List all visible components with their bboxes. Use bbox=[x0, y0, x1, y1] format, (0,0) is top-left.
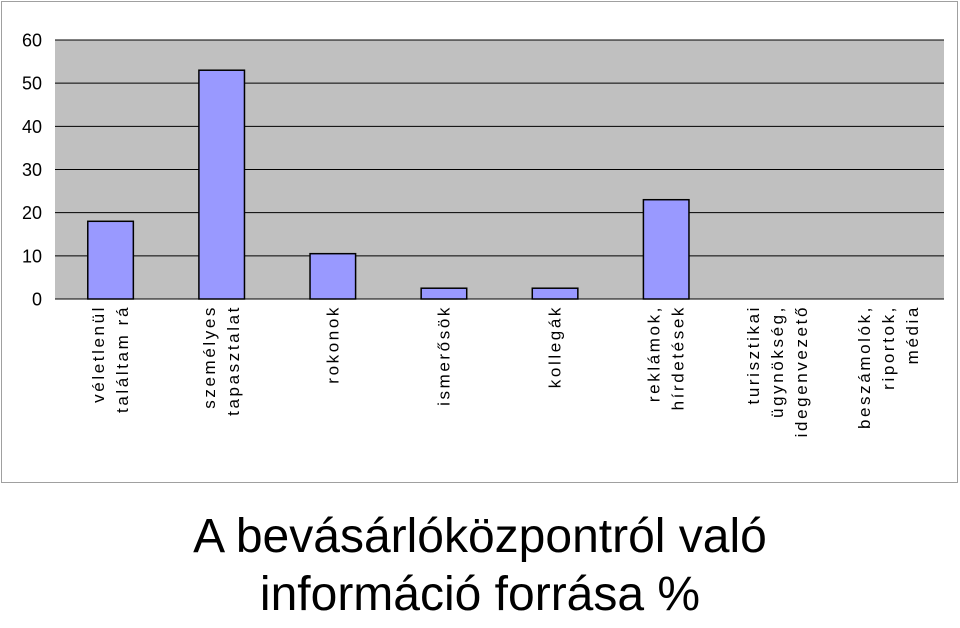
category-label-7: beszámolók, riportok, média bbox=[855, 305, 922, 429]
category-label-2: rokonok bbox=[323, 305, 342, 384]
chart-title-line-1: A bevásárlóközpontról való bbox=[193, 510, 767, 563]
x-axis-category-labels: véletlenül találtam rá személyes tapasztala… bbox=[89, 305, 922, 437]
category-label-line: rokonok bbox=[323, 305, 342, 384]
y-tick-label: 60 bbox=[22, 31, 42, 51]
bars bbox=[87, 69, 690, 300]
bar-chart: 0 10 20 30 40 50 60 véletlenül találtam rá szemé… bbox=[1, 1, 958, 483]
category-label-line: turisztikai bbox=[744, 305, 763, 404]
bar-0 bbox=[87, 220, 135, 300]
category-label-3: ismerősök bbox=[434, 305, 453, 406]
category-label-0: véletlenül találtam rá bbox=[89, 305, 132, 413]
category-label-line: ismerősök bbox=[434, 305, 453, 406]
bar-3 bbox=[420, 287, 468, 300]
category-label-line: reklámok, bbox=[645, 305, 664, 402]
bar-2 bbox=[309, 252, 357, 300]
category-label-line: idegenvezető bbox=[792, 305, 811, 437]
category-label-5: reklámok, hírdetések bbox=[645, 305, 688, 410]
y-tick-label: 0 bbox=[32, 290, 42, 310]
category-label-4: kollegák bbox=[546, 305, 565, 388]
chart-frame: 0 10 20 30 40 50 60 véletlenül találtam rá szemé… bbox=[1, 1, 958, 483]
y-tick-label: 10 bbox=[22, 246, 42, 266]
category-label-1: személyes tapasztalat bbox=[200, 305, 243, 416]
bar-1 bbox=[198, 69, 246, 300]
chart-title-line-2: információ forrása % bbox=[259, 568, 701, 621]
bar-5 bbox=[642, 198, 690, 300]
y-tick-label: 20 bbox=[22, 203, 42, 223]
category-label-line: beszámolók, bbox=[855, 305, 874, 429]
y-tick-label: 50 bbox=[22, 74, 42, 94]
category-label-line: véletlenül bbox=[89, 305, 108, 403]
y-tick-label: 30 bbox=[22, 160, 42, 180]
y-tick-label: 40 bbox=[22, 117, 42, 137]
category-label-line: tapasztalat bbox=[224, 305, 243, 416]
chart-title: A bevásárlóközpontról való információ fo… bbox=[0, 508, 960, 624]
category-label-line: találtam rá bbox=[113, 305, 132, 413]
category-label-line: riportok, bbox=[879, 305, 898, 390]
category-label-line: ügynökség, bbox=[768, 305, 787, 418]
category-label-line: személyes bbox=[200, 305, 219, 409]
category-label-6: turisztikai ügynökség, idegenvezető bbox=[744, 305, 811, 437]
y-axis-ticks: 0 10 20 30 40 50 60 bbox=[22, 31, 42, 310]
category-label-line: hírdetések bbox=[669, 305, 688, 410]
category-label-line: kollegák bbox=[546, 305, 565, 388]
category-label-line: média bbox=[903, 305, 922, 364]
bar-4 bbox=[531, 287, 579, 300]
